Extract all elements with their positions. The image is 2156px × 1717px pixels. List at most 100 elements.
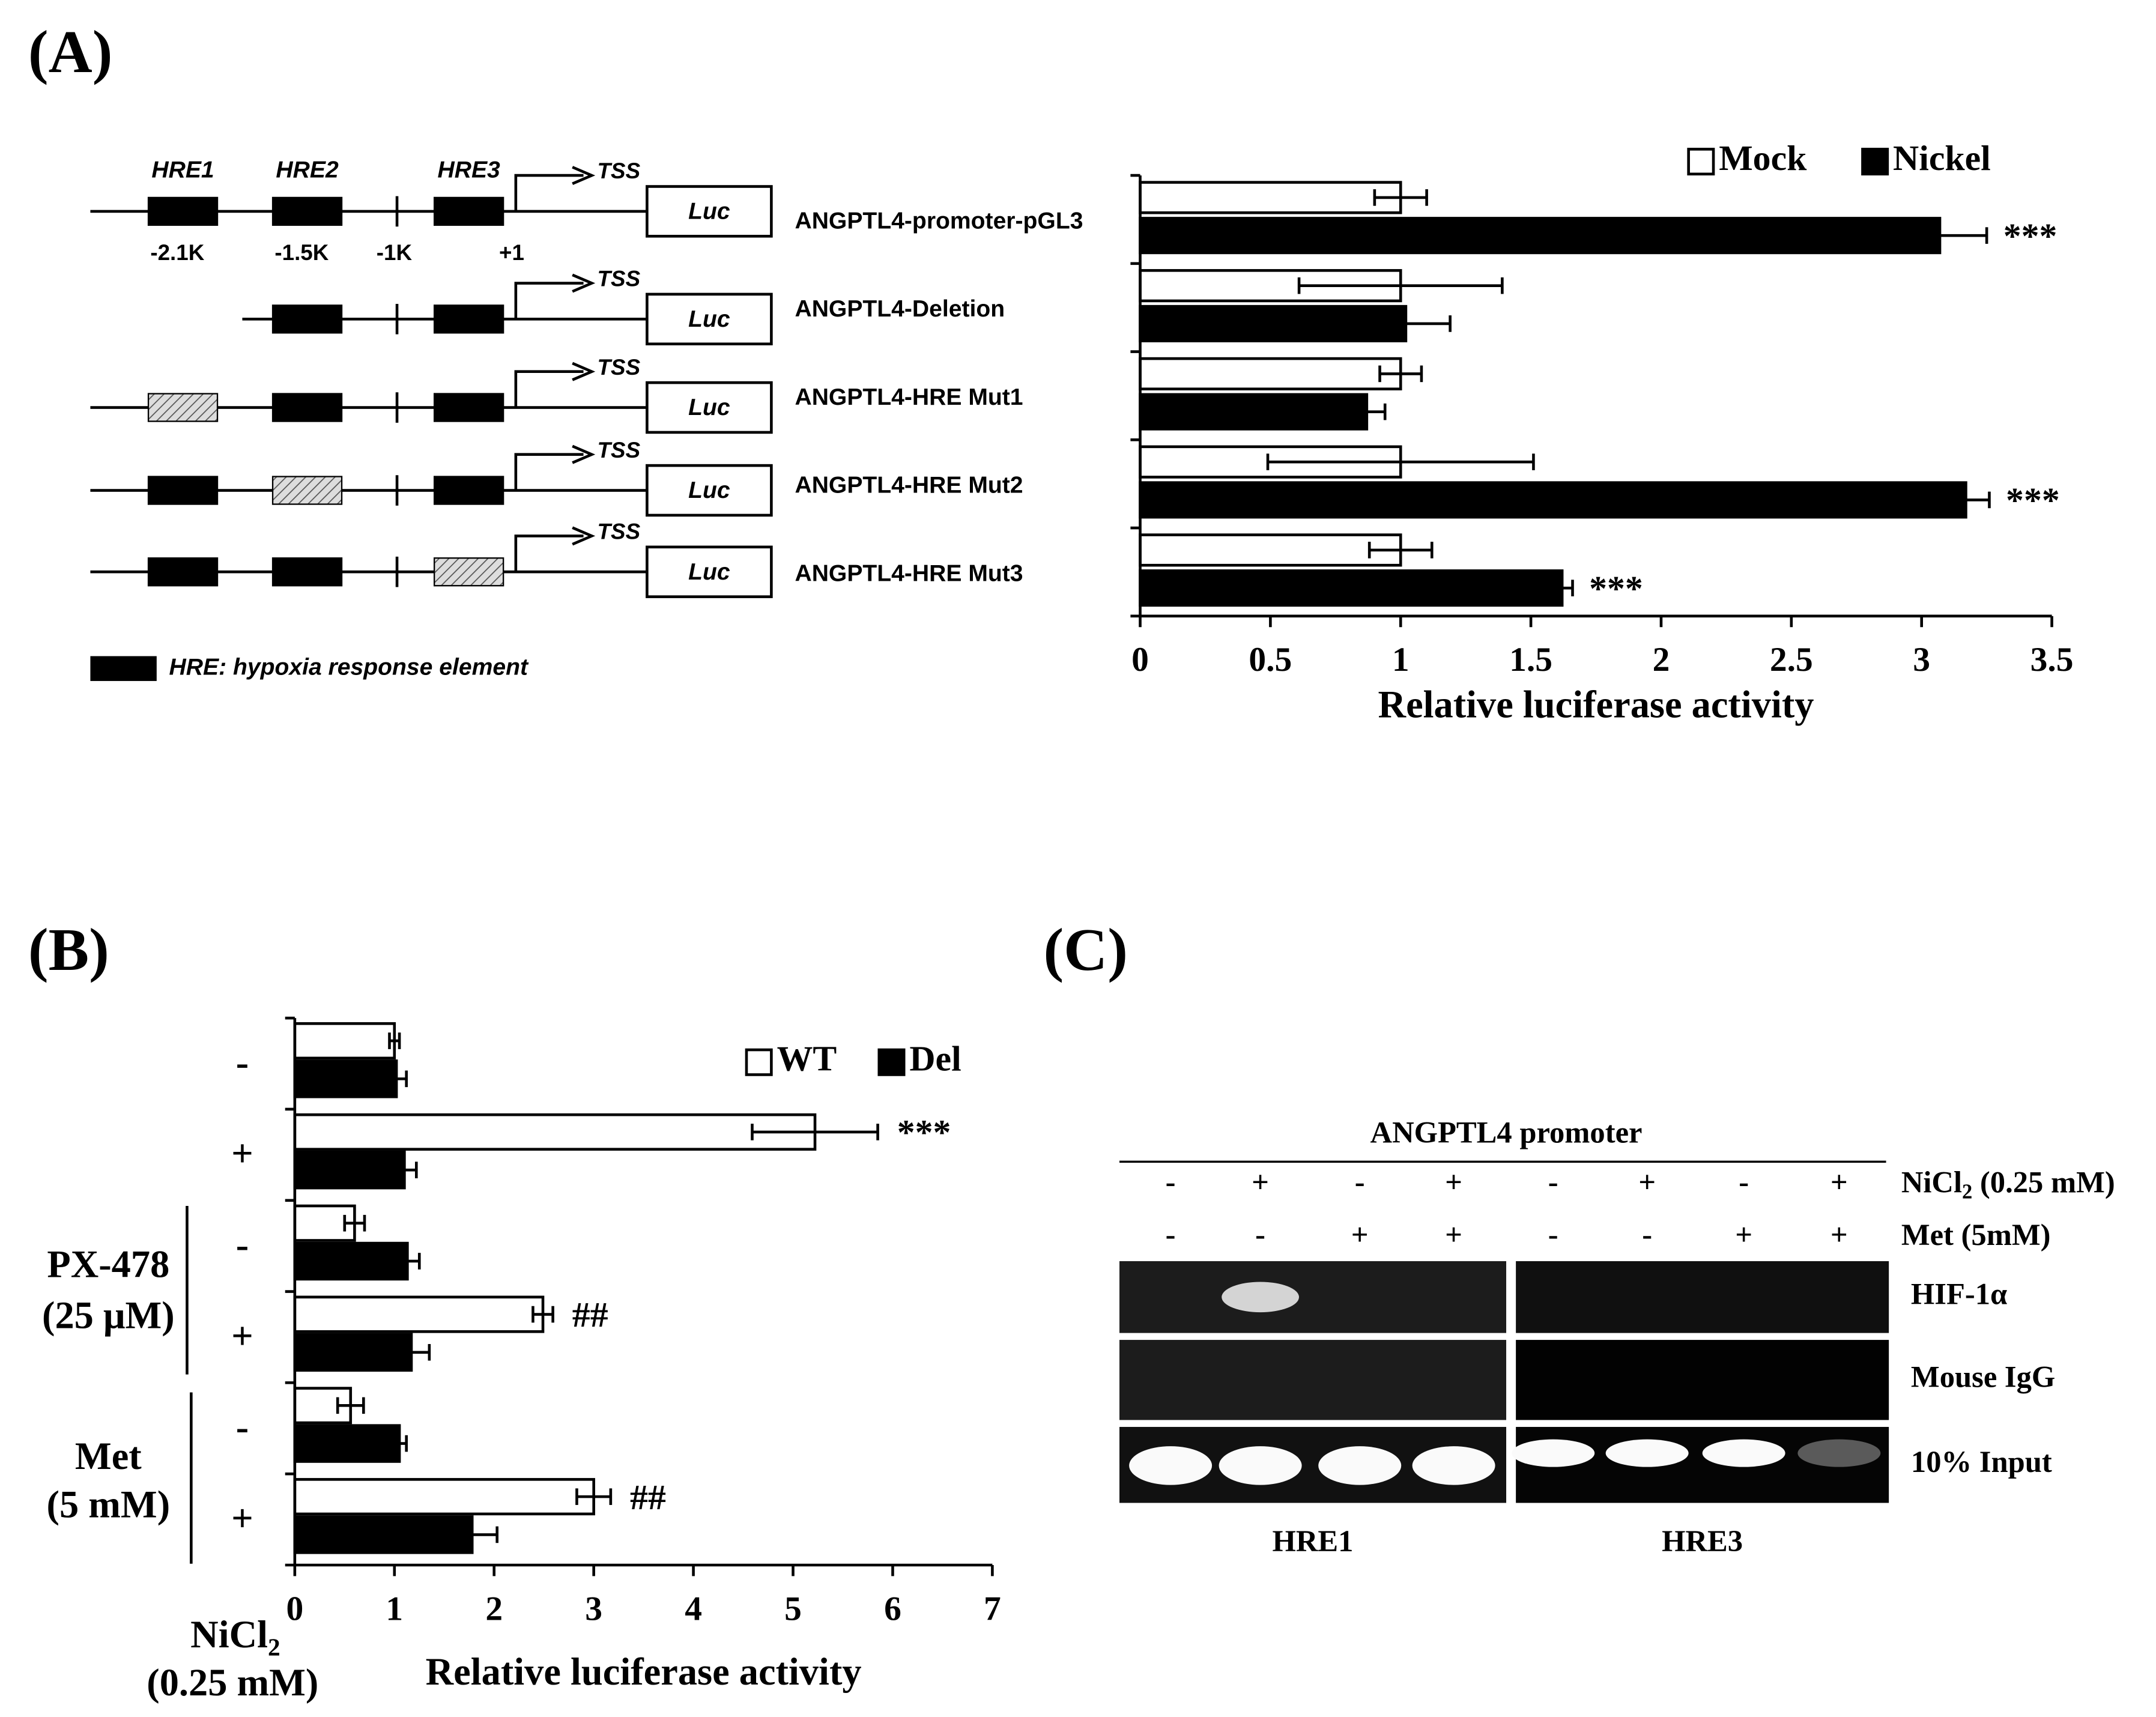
condition-mark: +: [1638, 1165, 1656, 1199]
condition-subscript: 2: [1962, 1180, 1972, 1203]
hre-box: [271, 393, 343, 422]
x-tick-label: 3.5: [2030, 641, 2074, 679]
bar: [1139, 217, 1942, 255]
bar: [293, 1022, 396, 1060]
diagram-label: HRE1: [151, 157, 214, 183]
x-tick-label: 3: [585, 1590, 602, 1628]
gel-band: [1129, 1446, 1213, 1485]
error-bar: [391, 1161, 418, 1178]
diagram-label: Luc: [688, 395, 730, 420]
condition-mark: +: [1351, 1217, 1369, 1251]
diagram-label: TSS: [598, 355, 641, 380]
bar: [293, 1515, 474, 1554]
bar: [293, 1241, 409, 1281]
treatment-dose: (0.25 mM): [147, 1661, 318, 1704]
diagram-label: -2.1K: [150, 240, 204, 265]
hre-box: [271, 196, 343, 226]
hre-box: [434, 393, 504, 422]
x-tick-label: 2: [1653, 641, 1670, 679]
hre-box: [271, 557, 343, 587]
error-bar: [392, 1343, 431, 1361]
category-label: -: [236, 1406, 249, 1449]
tss-arrow: [514, 174, 584, 211]
bar: [293, 1059, 398, 1098]
condition-mark: -: [1255, 1217, 1265, 1251]
error-bar: [385, 1070, 408, 1088]
legend-label: Del: [909, 1038, 961, 1078]
x-tick-label: 0: [286, 1590, 303, 1628]
gel-band: [1605, 1439, 1689, 1467]
x-tick-label: 1.5: [1509, 641, 1552, 679]
x-axis-title: Relative luciferase activity: [1378, 683, 1814, 726]
x-tick-label: 3: [1913, 641, 1930, 679]
significance-label: ***: [897, 1113, 951, 1152]
x-tick-label: 2: [485, 1590, 503, 1628]
significance-label: ***: [2003, 216, 2058, 256]
gel-band: [1318, 1446, 1402, 1485]
bar: [1139, 481, 1967, 519]
category-label: +: [231, 1315, 253, 1357]
diagram-label: HRE2: [276, 157, 339, 183]
condition-dose: (0.25 mM): [1972, 1165, 2115, 1199]
x-tick-label: 0.5: [1249, 641, 1292, 679]
treatment-label: NiCl2: [190, 1613, 280, 1661]
error-bar: [446, 1526, 499, 1543]
error-bar: [751, 1124, 879, 1140]
error-bar: [1297, 277, 1504, 294]
error-bar: [575, 1488, 613, 1505]
error-bar: [388, 1032, 401, 1049]
x-axis-title: Relative luciferase activity: [426, 1650, 862, 1693]
error-bar: [531, 1306, 554, 1323]
category-label: ANGPTL4-promoter-pGL3: [795, 208, 1083, 234]
diagram-label: Luc: [688, 559, 730, 585]
legend-label: Mock: [1719, 138, 1807, 178]
hre-box: [147, 557, 219, 587]
category-label: ANGPTL4-HRE Mut3: [795, 560, 1023, 586]
diagram-label: HRE: hypoxia response element: [169, 655, 529, 680]
bar: [293, 1295, 545, 1333]
tss-arrow: [514, 370, 584, 408]
luc-box: [646, 292, 773, 346]
gel-band: [1702, 1439, 1785, 1467]
luc-box: [646, 185, 773, 238]
tss-arrowhead: [572, 526, 596, 546]
diagram-label: HRE3: [438, 157, 501, 183]
bar: [1139, 181, 1402, 214]
x-tick-label: 1: [1392, 641, 1410, 679]
condition-mark: -: [1642, 1217, 1652, 1251]
diagram-label: Luc: [688, 477, 730, 503]
hre-box: [434, 304, 504, 334]
condition-mark: +: [1830, 1217, 1848, 1251]
group-dose: (25 μM): [42, 1294, 175, 1336]
luc-box: [646, 545, 773, 598]
gel-band: [1219, 1446, 1302, 1485]
gel-panel: [1516, 1261, 1889, 1333]
gel-panel: [1516, 1426, 1889, 1503]
condition-mark: +: [1830, 1165, 1848, 1199]
tss-arrowhead: [572, 444, 596, 464]
bar: [1139, 393, 1369, 431]
gel-target-label: HRE1: [1273, 1524, 1354, 1558]
gel-row-label: Mouse IgG: [1911, 1360, 2055, 1393]
legend-swatch: [1861, 148, 1889, 176]
error-bar: [1266, 453, 1535, 470]
category-label: -: [236, 1041, 249, 1083]
luc-box: [646, 464, 773, 517]
gel-band: [1797, 1439, 1881, 1467]
error-bar: [1550, 580, 1574, 596]
condition-mark: -: [1166, 1217, 1176, 1251]
condition-mark: -: [1548, 1165, 1558, 1199]
condition-mark: -: [1166, 1165, 1176, 1199]
luc-box: [646, 381, 773, 434]
condition-mark: -: [1739, 1165, 1749, 1199]
diagram-label: TSS: [598, 519, 641, 544]
hre-box: [434, 196, 504, 226]
tss-arrow: [514, 282, 584, 319]
diagram-label: -1.5K: [274, 240, 329, 265]
gel-target-label: HRE3: [1662, 1524, 1743, 1558]
hre-box: [271, 476, 343, 505]
hre-box: [147, 196, 219, 226]
legend-swatch: [90, 656, 157, 681]
category-label: ANGPTL4-Deletion: [795, 296, 1005, 322]
